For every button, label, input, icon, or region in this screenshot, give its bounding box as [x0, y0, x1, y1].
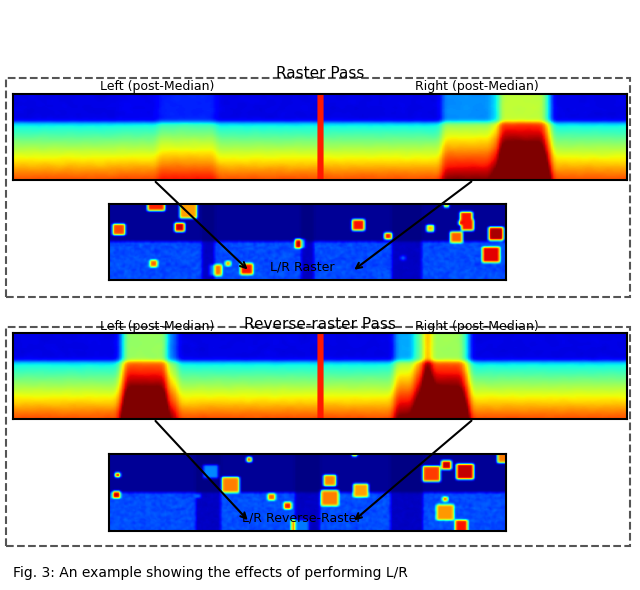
- Text: Right (post-Median): Right (post-Median): [415, 320, 539, 333]
- Text: Reverse-raster Pass: Reverse-raster Pass: [244, 317, 396, 332]
- Text: L/R Raster: L/R Raster: [270, 261, 334, 274]
- Text: Fig. 3: An example showing the effects of performing L/R: Fig. 3: An example showing the effects o…: [13, 566, 408, 581]
- Text: Right (post-Median): Right (post-Median): [415, 80, 539, 93]
- Text: L/R Reverse-Raster: L/R Reverse-Raster: [243, 512, 362, 525]
- Text: Left (post-Median): Left (post-Median): [100, 320, 214, 333]
- Text: Left (post-Median): Left (post-Median): [100, 80, 214, 93]
- Text: Raster Pass: Raster Pass: [276, 66, 364, 81]
